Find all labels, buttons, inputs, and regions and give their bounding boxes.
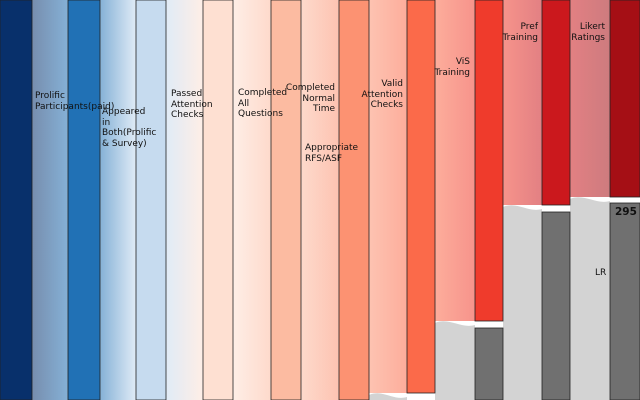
final-count-label: 295 — [615, 206, 637, 218]
node-bar-likert — [609, 0, 640, 198]
node-bar-attention — [135, 0, 167, 400]
node-bar-completed — [202, 0, 234, 400]
label-completed-all: Completed All Questions — [238, 88, 288, 119]
flow-link-completed-to-normal_time — [233, 0, 271, 400]
label-completed-normal-time: Completed Normal Time — [285, 83, 335, 114]
excluded-flow-vis_training — [435, 321, 475, 400]
flow-link-normal_time-to-rfs_asf — [301, 0, 339, 400]
node-bar-pref_training — [541, 0, 571, 206]
excluded-flow-pref_training — [503, 205, 542, 400]
kept-segment-pref_training — [541, 211, 571, 400]
label-vis-training: ViS Training — [434, 57, 470, 78]
label-appeared-in-both: Appeared in Both(Prolific & Survey) — [102, 107, 157, 149]
excluded-flow-likert — [570, 197, 610, 400]
label-pref-training: Pref Training — [502, 22, 538, 43]
node-bar-prolific — [0, 0, 33, 400]
node-bar-valid_checks — [406, 0, 436, 394]
flow-link-both-to-attention — [100, 0, 136, 400]
kept-segment-likert — [609, 202, 640, 400]
label-appropriate-rfs-asf: Appropriate RFS/ASF — [305, 143, 359, 164]
flow-link-pref_training-to-likert — [570, 0, 610, 197]
kept-segment-vis_training — [474, 327, 504, 400]
node-bar-rfs_asf — [338, 0, 370, 400]
node-bar-vis_training — [474, 0, 504, 322]
flow-link-prolific-to-both — [32, 0, 68, 400]
flow-link-vis_training-to-pref_training — [503, 0, 542, 205]
label-passed-attention: Passed Attention Checks — [171, 89, 213, 120]
excluded-flow-valid_checks — [369, 393, 407, 400]
label-valid-attention-checks: Valid Attention Checks — [361, 79, 403, 110]
node-bar-both — [67, 0, 101, 400]
flow-link-valid_checks-to-vis_training — [435, 0, 475, 321]
flow-link-rfs_asf-to-valid_checks — [369, 0, 407, 393]
final-group-label: LR — [595, 268, 607, 278]
label-prolific-participants: Prolific Participants(paid) — [35, 91, 115, 112]
node-bar-normal_time — [270, 0, 302, 400]
flow-link-attention-to-completed — [166, 0, 203, 400]
label-likert-ratings: Likert Ratings — [571, 22, 605, 43]
